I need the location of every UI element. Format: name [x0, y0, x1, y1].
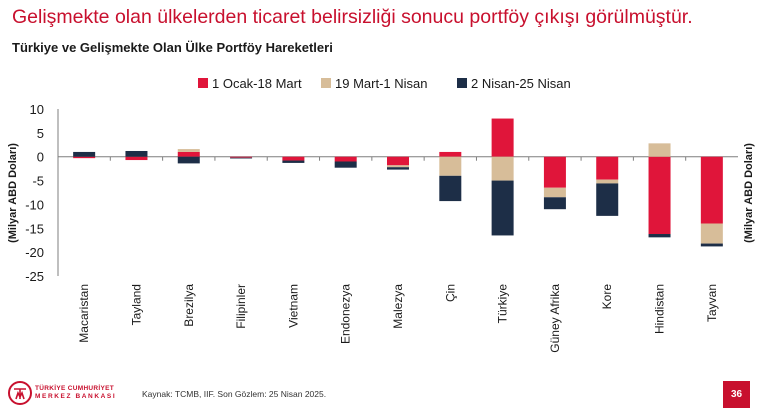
bar-segment — [439, 156, 462, 176]
bar-segment — [596, 156, 619, 180]
bar-segment — [230, 156, 253, 158]
page-headline: Gelişmekte olan ülkelerden ticaret belir… — [12, 6, 693, 28]
x-tick-label: Güney Afrika — [548, 284, 562, 353]
bar-segment — [177, 149, 200, 152]
x-tick-label: Kore — [600, 284, 614, 310]
chart-axes — [57, 109, 738, 276]
bar-segment — [387, 167, 409, 170]
bar-segment — [543, 156, 566, 188]
x-tick-label: Hindistan — [653, 284, 667, 334]
chart-title: Türkiye ve Gelişmekte Olan Ülke Portföy … — [12, 40, 333, 55]
legend-swatch — [457, 78, 467, 88]
y-tick-label: -5 — [32, 174, 44, 189]
bar-segment — [596, 183, 619, 216]
x-tick-label: Malezya — [391, 284, 405, 329]
y-axis-label-left: (Milyar ABD Doları) — [7, 143, 19, 243]
y-tick-label: -10 — [25, 197, 44, 212]
x-tick-label: Tayvan — [705, 284, 719, 322]
x-tick-label: Filipinler — [234, 284, 248, 329]
legend-item: 19 Mart-1 Nisan — [321, 76, 427, 91]
portfolio-flows-chart: 1 Ocak-18 Mart 19 Mart-1 Nisan 2 Nisan-25 … — [7, 76, 755, 353]
x-tick-label: Brezilya — [182, 284, 196, 327]
bar-segment — [491, 156, 514, 181]
bar-segment — [282, 156, 305, 161]
y-tick-label: 0 — [37, 150, 44, 165]
bar-segment — [125, 156, 148, 161]
page-number: 36 — [723, 381, 750, 408]
y-tick-label: 10 — [30, 102, 44, 117]
bar-segment — [73, 151, 96, 157]
bar-segment — [334, 156, 357, 162]
legend-label: 19 Mart-1 Nisan — [335, 76, 427, 91]
bar-segment — [439, 175, 462, 202]
bar-segment — [177, 151, 200, 157]
bar-segment — [439, 151, 462, 157]
x-tick-label: Türkiye — [496, 284, 510, 324]
bar-segment — [125, 150, 148, 157]
chart-legend: 1 Ocak-18 Mart 19 Mart-1 Nisan 2 Nisan-25 … — [198, 76, 571, 91]
x-tick-label: Endonezya — [339, 284, 353, 344]
bar-segment — [491, 180, 514, 236]
chart-tick-labels: 10 5 0 -5 -10 -15 -20 -25 Macaristan Tayland Brezi… — [25, 102, 719, 353]
bar-segment — [334, 161, 357, 168]
legend-item: 1 Ocak-18 Mart — [198, 76, 302, 91]
bar-segment — [387, 165, 409, 168]
x-tick-label: Macaristan — [77, 284, 91, 343]
tcmb-logo: TÜRKİYE CUMHURİYET MERKEZ BANKASI — [8, 381, 116, 405]
bar-segment — [230, 157, 253, 159]
tcmb-emblem-icon — [8, 381, 32, 405]
source-note: Kaynak: TCMB, IIF. Son Gözlem: 25 Nisan … — [142, 389, 327, 399]
bar-segment — [282, 160, 305, 163]
x-tick-label: Tayland — [129, 284, 143, 325]
legend-item: 2 Nisan-25 Nisan — [457, 76, 571, 91]
bar-segment — [700, 156, 723, 224]
bar-segment — [596, 179, 619, 184]
legend-label: 2 Nisan-25 Nisan — [471, 76, 571, 91]
bar-segment — [543, 197, 566, 210]
y-tick-label: -25 — [25, 269, 44, 284]
bar-segment — [491, 118, 514, 157]
bar-segment — [177, 156, 200, 164]
legend-swatch — [198, 78, 208, 88]
logo-line-2: MERKEZ BANKASI — [35, 393, 117, 400]
bar-segment — [543, 187, 566, 198]
bar-segment — [648, 143, 671, 157]
y-tick-label: -20 — [25, 245, 44, 260]
bar-segment — [73, 156, 96, 159]
bar-segment — [648, 234, 671, 238]
bar-segment — [700, 243, 723, 247]
x-tick-label: Vietnam — [286, 284, 300, 328]
y-axis-label-right: (Milyar ABD Doları) — [743, 143, 755, 243]
bar-segment — [700, 223, 723, 244]
legend-swatch — [321, 78, 331, 88]
x-tick-label: Çin — [443, 284, 457, 302]
legend-label: 1 Ocak-18 Mart — [212, 76, 302, 91]
y-tick-label: 5 — [37, 126, 44, 141]
chart-bars — [73, 118, 723, 247]
bar-segment — [648, 156, 671, 235]
logo-line-1: TÜRKİYE CUMHURİYET — [35, 385, 115, 392]
bar-segment — [387, 156, 409, 166]
y-tick-label: -15 — [25, 221, 44, 236]
